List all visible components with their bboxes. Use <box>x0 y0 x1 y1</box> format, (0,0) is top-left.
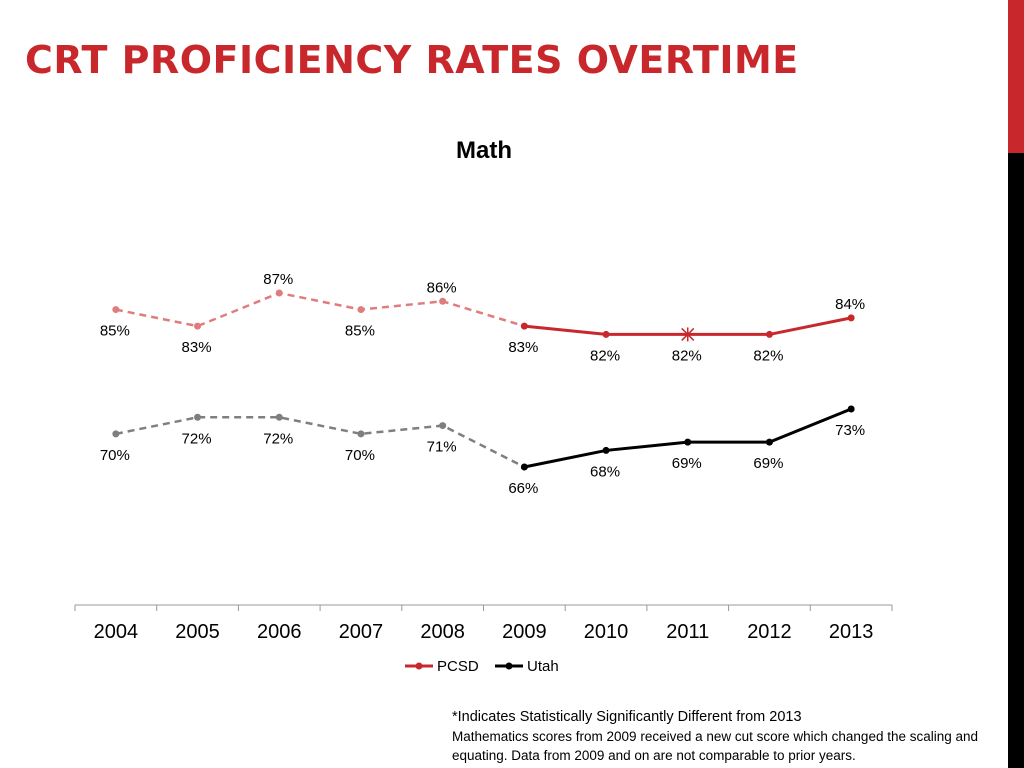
data-point-pcsd-2010 <box>602 330 610 338</box>
data-label-utah-2009: 66% <box>508 480 538 497</box>
data-point-pcsd-2006 <box>275 289 283 297</box>
data-label-pcsd-2012: 82% <box>753 347 783 364</box>
x-tick-label-2011: 2011 <box>666 621 709 643</box>
legend-label-utah: Utah <box>527 658 559 675</box>
math-line-chart: Math 2004 2005 2006 2007 2008 2009 2010 2011 2012… <box>74 137 893 675</box>
data-label-utah-2006: 72% <box>263 430 293 447</box>
data-point-utah-2008 <box>439 422 447 430</box>
data-point-pcsd-2013 <box>847 314 855 322</box>
x-tick-label-2008: 2008 <box>420 621 465 643</box>
data-label-pcsd-2005: 83% <box>182 339 212 356</box>
data-label-utah-2013: 73% <box>835 422 865 439</box>
legend-label-pcsd: PCSD <box>437 658 479 675</box>
x-tick-label-2010: 2010 <box>584 621 629 643</box>
x-tick-label-2005: 2005 <box>175 621 220 643</box>
x-tick-label-2013: 2013 <box>829 621 874 643</box>
data-point-utah-2005 <box>194 413 202 421</box>
x-tick-label-2006: 2006 <box>257 621 302 643</box>
data-point-utah-2011 <box>684 438 692 446</box>
data-point-utah-2007 <box>357 430 365 438</box>
side-accent-bar-black <box>1008 153 1024 768</box>
x-tick-label-2007: 2007 <box>339 621 384 643</box>
data-label-utah-2010: 68% <box>590 463 620 480</box>
data-point-pcsd-2009 <box>520 322 528 330</box>
significance-marker-pcsd-2011 <box>681 327 695 342</box>
legend-marker-pcsd <box>415 662 423 670</box>
footnote: *Indicates Statistically Significantly D… <box>452 708 1004 765</box>
data-label-utah-2011: 69% <box>672 455 702 472</box>
data-label-pcsd-2011: 82% <box>672 347 702 364</box>
data-point-utah-2010 <box>602 446 610 454</box>
cut-score-note: Mathematics scores from 2009 received a … <box>452 729 979 763</box>
series-line-pcsd-pre-2009 <box>115 291 525 328</box>
data-point-pcsd-2005 <box>194 322 202 330</box>
data-point-pcsd-2007 <box>357 306 365 314</box>
data-label-utah-2004: 70% <box>100 447 130 464</box>
data-point-utah-2009 <box>520 463 528 471</box>
legend-marker-utah <box>505 662 513 670</box>
data-label-utah-2012: 69% <box>753 455 783 472</box>
side-accent-bar-red <box>1008 0 1024 153</box>
x-tick-label-2004: 2004 <box>94 621 139 643</box>
data-point-utah-2013 <box>847 405 855 413</box>
data-label-pcsd-2007: 85% <box>345 323 375 340</box>
data-point-utah-2004 <box>112 430 120 438</box>
series-line-utah-pre-2009 <box>115 416 525 469</box>
significance-note: *Indicates Statistically Significantly D… <box>452 709 802 725</box>
data-label-pcsd-2004: 85% <box>100 323 130 340</box>
data-point-pcsd-2008 <box>439 297 447 305</box>
x-tick-label-2012: 2012 <box>747 621 792 643</box>
data-label-pcsd-2010: 82% <box>590 347 620 364</box>
chart-title: Math <box>456 137 512 164</box>
data-label-pcsd-2006: 87% <box>263 271 293 288</box>
data-point-utah-2006 <box>275 413 283 421</box>
data-label-utah-2008: 71% <box>427 439 457 456</box>
data-point-pcsd-2004 <box>112 306 120 314</box>
data-label-utah-2005: 72% <box>182 430 212 447</box>
data-label-pcsd-2008: 86% <box>427 279 457 296</box>
data-label-pcsd-2009: 83% <box>508 339 538 356</box>
data-point-utah-2012 <box>765 438 773 446</box>
data-label-utah-2007: 70% <box>345 447 375 464</box>
x-tick-label-2009: 2009 <box>502 621 547 643</box>
slide-title: CRT PROFICIENCY RATES OVERTIME <box>25 38 799 82</box>
data-point-pcsd-2012 <box>765 330 773 338</box>
data-label-pcsd-2013: 84% <box>835 296 865 313</box>
